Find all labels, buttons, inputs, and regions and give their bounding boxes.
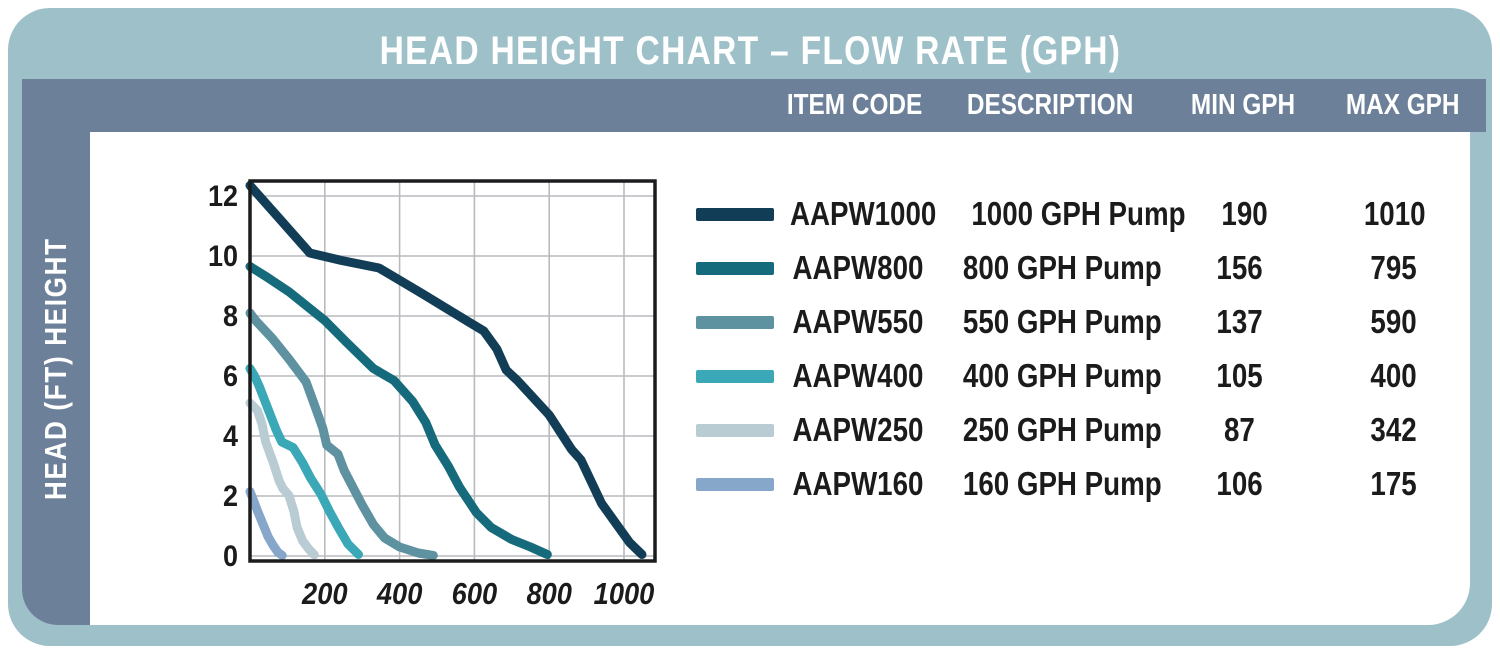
series-color-swatch <box>696 207 774 221</box>
series-color-swatch <box>696 261 774 275</box>
x-tick-label: 600 <box>452 577 498 611</box>
max-gph-cell: 175 <box>1369 465 1417 502</box>
min-gph-cell: 87 <box>1223 411 1255 448</box>
min-gph-cell: 105 <box>1216 357 1263 394</box>
item-code-cell: AAPW400 <box>792 357 924 394</box>
content-area: 0 2 4 6 8 10 12 200 400 600 800 1000 AAPW1000 1000 G… <box>90 132 1470 625</box>
x-tick-label: 400 <box>376 577 422 611</box>
item-code-cell: AAPW1000 <box>789 195 937 232</box>
plot-border <box>248 179 657 563</box>
y-tick-label: 6 <box>223 360 238 394</box>
table-row: AAPW550 550 GPH Pump 137 590 <box>90 295 1470 349</box>
column-header-description: DESCRIPTION <box>966 89 1134 121</box>
table-row: AAPW1000 1000 GPH Pump 190 1010 <box>90 187 1470 241</box>
page-title-text: HEAD HEIGHT CHART – FLOW RATE (GPH) <box>379 29 1121 73</box>
y-axis-label: HEAD (FT) HEIGHT <box>38 237 73 501</box>
y-axis-label-strip: HEAD (FT) HEIGHT <box>22 79 90 625</box>
y-tick-label: 2 <box>223 480 238 514</box>
y-tick-label: 12 <box>208 180 238 214</box>
pump-curve-AAPW400 <box>245 364 363 559</box>
max-gph-cell: 795 <box>1369 249 1417 286</box>
item-code-cell: AAPW800 <box>792 249 924 286</box>
y-tick-label: 10 <box>208 240 238 274</box>
description-cell: 400 GPH Pump <box>963 357 1163 394</box>
column-header-min-gph: MIN GPH <box>1190 89 1296 121</box>
description-cell: 160 GPH Pump <box>963 465 1163 502</box>
y-tick-label: 0 <box>223 540 238 574</box>
table-row: AAPW800 800 GPH Pump 156 795 <box>90 241 1470 295</box>
min-gph-cell: 190 <box>1221 195 1268 232</box>
description-cell: 800 GPH Pump <box>963 249 1163 286</box>
pump-curve-AAPW800 <box>245 262 552 559</box>
max-gph-cell: 590 <box>1369 303 1417 340</box>
column-header-max-gph: MAX GPH <box>1346 89 1460 121</box>
item-code-cell: AAPW160 <box>792 465 924 502</box>
pump-curve-AAPW550 <box>245 308 438 560</box>
min-gph-cell: 106 <box>1216 465 1263 502</box>
description-cell: 550 GPH Pump <box>963 303 1163 340</box>
item-code-cell: AAPW550 <box>792 303 924 340</box>
head-flow-chart: 0 2 4 6 8 10 12 200 400 600 800 1000 <box>208 179 657 611</box>
page-title: HEAD HEIGHT CHART – FLOW RATE (GPH) <box>8 18 1492 84</box>
x-tick-label: 1000 <box>594 577 655 611</box>
pump-table-rows: AAPW1000 1000 GPH Pump 190 1010 AAPW800 800 G… <box>90 187 1470 511</box>
min-gph-cell: 137 <box>1216 303 1263 340</box>
table-header-band: ITEM CODE DESCRIPTION MIN GPH MAX GPH <box>22 79 1486 132</box>
series-color-swatch <box>696 369 774 383</box>
y-tick-label: 4 <box>223 420 238 454</box>
pump-curve-AAPW1000 <box>245 181 647 559</box>
y-tick-label: 8 <box>223 300 238 334</box>
series-color-swatch <box>696 315 774 329</box>
description-cell: 1000 GPH Pump <box>971 195 1186 232</box>
pump-curve-AAPW250 <box>245 398 319 560</box>
max-gph-cell: 1010 <box>1363 195 1426 232</box>
min-gph-cell: 156 <box>1216 249 1263 286</box>
description-cell: 250 GPH Pump <box>963 411 1163 448</box>
chart-area: 0 2 4 6 8 10 12 200 400 600 800 1000 <box>158 163 678 633</box>
outer-card: HEAD HEIGHT CHART – FLOW RATE (GPH) ITEM… <box>8 8 1492 646</box>
series-color-swatch <box>696 423 774 437</box>
table-row: AAPW250 250 GPH Pump 87 342 <box>90 403 1470 457</box>
pump-curve-AAPW160 <box>245 487 287 560</box>
item-code-cell: AAPW250 <box>792 411 924 448</box>
series-color-swatch <box>696 477 774 491</box>
table-row: AAPW400 400 GPH Pump 105 400 <box>90 349 1470 403</box>
column-header-item-code: ITEM CODE <box>787 89 923 121</box>
max-gph-cell: 342 <box>1369 411 1417 448</box>
table-row: AAPW160 160 GPH Pump 106 175 <box>90 457 1470 511</box>
x-tick-label: 200 <box>301 577 347 611</box>
max-gph-cell: 400 <box>1369 357 1417 394</box>
x-tick-label: 800 <box>526 577 572 611</box>
table-header-row: ITEM CODE DESCRIPTION MIN GPH MAX GPH <box>770 79 1483 132</box>
